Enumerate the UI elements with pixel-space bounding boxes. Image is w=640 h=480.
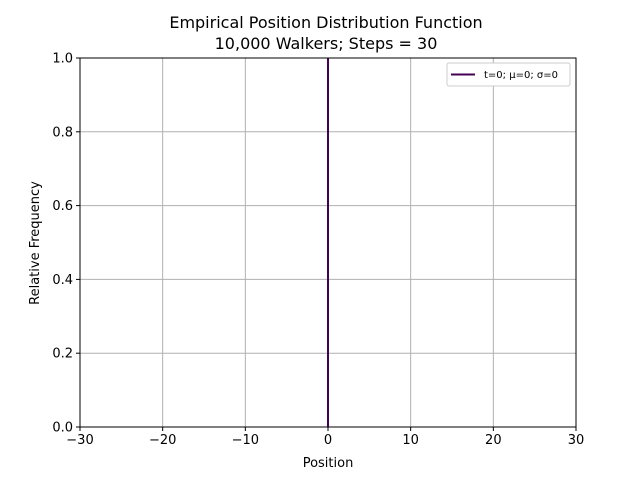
- chart-title: Empirical Position Distribution Function: [169, 13, 482, 32]
- y-tick-label: 0.2: [52, 347, 73, 362]
- legend-label: t=0; μ=0; σ=0: [484, 70, 558, 81]
- ticks: −30 −20 −10 0 10 20 30 0.0 0.2 0.4 0.6 0.8 1.0: [52, 52, 584, 449]
- x-axis-label: Position: [303, 456, 354, 471]
- x-tick-label: −30: [66, 433, 93, 448]
- x-tick-label: 0: [324, 433, 332, 448]
- y-tick-label: 0.0: [52, 421, 73, 436]
- x-tick-label: −10: [232, 433, 259, 448]
- legend-box: [446, 62, 571, 87]
- x-tick-label: 20: [485, 433, 502, 448]
- y-tick-label: 0.8: [52, 125, 73, 140]
- y-tick-label: 1.0: [52, 52, 73, 67]
- x-tick-label: 10: [402, 433, 419, 448]
- x-tick-label: 30: [568, 433, 585, 448]
- chart-subtitle: 10,000 Walkers; Steps = 30: [215, 34, 438, 53]
- x-tick-label: −20: [149, 433, 176, 448]
- legend: t=0; μ=0; σ=0: [446, 62, 571, 87]
- y-axis-label: Relative Frequency: [28, 181, 43, 305]
- y-tick-label: 0.6: [52, 199, 73, 214]
- y-tick-label: 0.4: [52, 273, 73, 288]
